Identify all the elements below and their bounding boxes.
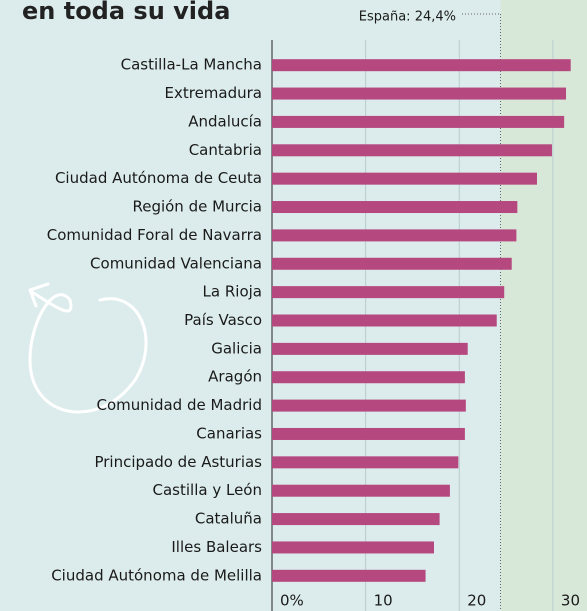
- bar: [272, 314, 497, 327]
- y-tick-label: Comunidad Valenciana: [90, 254, 262, 272]
- y-tick-label: Andalucía: [188, 112, 262, 130]
- y-tick-label: País Vasco: [184, 311, 262, 329]
- bar: [272, 257, 512, 270]
- y-tick-label: Cataluña: [195, 510, 262, 528]
- y-tick-label: Aragón: [208, 368, 262, 386]
- x-tick-label: 10: [374, 592, 393, 610]
- y-tick-label: Illes Balears: [171, 538, 262, 556]
- y-tick-label: Galicia: [211, 339, 262, 357]
- y-tick-label: Canarias: [196, 424, 262, 442]
- bar: [272, 427, 465, 440]
- above-average-band: [500, 0, 587, 611]
- x-tick-label: 0%: [280, 592, 304, 610]
- y-tick-label: Ciudad Autónoma de Ceuta: [55, 169, 262, 187]
- bar: [272, 286, 505, 299]
- bar: [272, 59, 571, 72]
- y-tick-label: Ciudad Autónoma de Melilla: [51, 566, 262, 584]
- bar: [272, 456, 459, 469]
- bar: [272, 399, 466, 412]
- y-tick-label: Región de Murcia: [132, 198, 262, 216]
- bar: [272, 201, 518, 214]
- bar: [272, 172, 537, 185]
- bar: [272, 569, 426, 582]
- x-tick-label: 30: [561, 592, 580, 610]
- y-tick-label: Castilla y León: [153, 481, 262, 499]
- bar: [272, 229, 517, 242]
- doodle: [28, 282, 148, 414]
- bar: [272, 144, 552, 157]
- bar: [272, 115, 565, 128]
- chart-title: en toda su vida: [22, 0, 230, 25]
- y-tick-label: Comunidad de Madrid: [97, 396, 262, 414]
- y-tick-label: Extremadura: [165, 84, 263, 102]
- y-tick-label: Castilla-La Mancha: [121, 56, 262, 74]
- x-tick-label: 20: [467, 592, 486, 610]
- y-tick-label: La Rioja: [203, 283, 262, 301]
- y-tick-label: Principado de Asturias: [94, 453, 262, 471]
- bar: [272, 342, 468, 355]
- bar: [272, 541, 434, 554]
- reference-label: España: 24,4%: [359, 10, 456, 25]
- bar: [272, 371, 465, 384]
- y-tick-label: Cantabria: [189, 141, 262, 159]
- bar: [272, 484, 450, 497]
- bar: [272, 87, 567, 100]
- y-tick-label: Comunidad Foral de Navarra: [47, 226, 262, 244]
- bar: [272, 513, 440, 526]
